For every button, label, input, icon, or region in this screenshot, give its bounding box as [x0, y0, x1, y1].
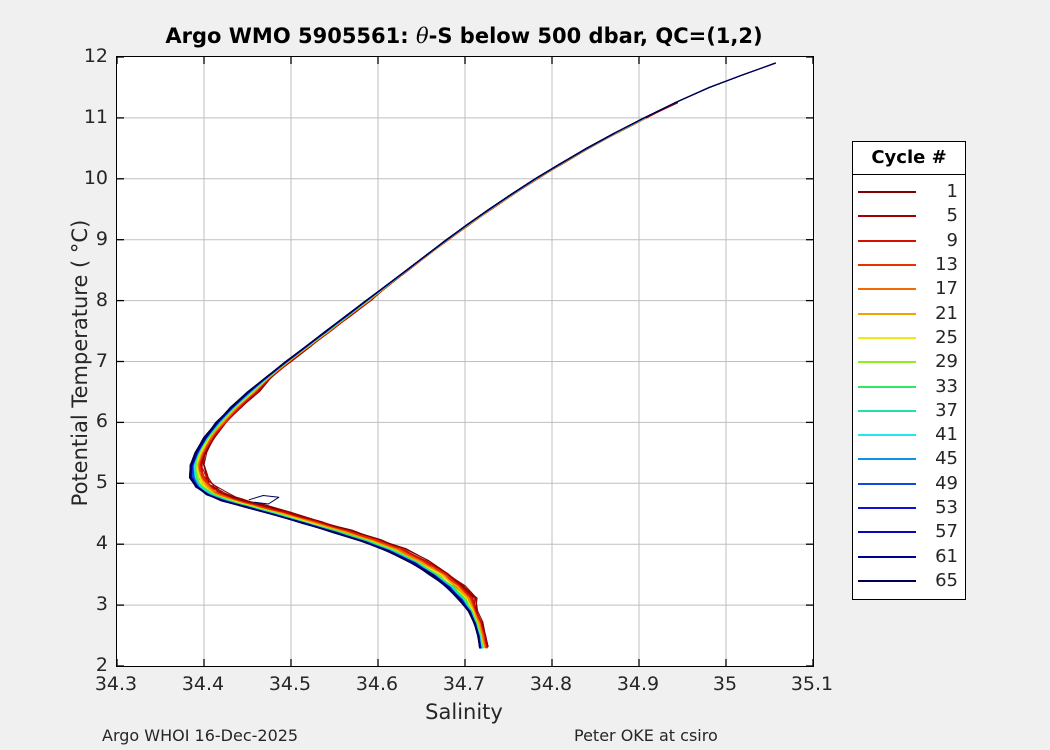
legend-color-line: [858, 434, 916, 437]
legend-color-line: [858, 336, 916, 339]
profile-curves: [188, 62, 776, 649]
legend-entries: 1 5 9 13 17 21 25 29 33 37 41 45 49 53 57 61 65: [853, 175, 965, 599]
profile-curve: [189, 62, 776, 649]
legend-item[interactable]: 33: [853, 374, 965, 398]
legend-item[interactable]: 65: [853, 569, 965, 593]
footer-right-text: Peter OKE at csiro: [574, 726, 718, 745]
profile-curve: [189, 62, 776, 649]
legend-item[interactable]: 1: [853, 180, 965, 204]
legend-color-line: [858, 361, 916, 364]
legend-item-label: 53: [935, 497, 958, 518]
y-tick-label: 2: [95, 654, 108, 676]
legend-item-label: 45: [935, 448, 958, 470]
legend-color-line: [858, 239, 916, 242]
legend-item-label: 49: [935, 472, 958, 494]
profile-curve: [190, 62, 776, 649]
y-tick-label: 10: [83, 166, 108, 189]
y-tick-label: 9: [95, 227, 108, 250]
x-axis-label: Salinity: [425, 700, 503, 724]
legend-item-label: 65: [935, 569, 958, 591]
legend-item[interactable]: 53: [853, 496, 965, 520]
plot-area: [116, 56, 814, 667]
legend-item[interactable]: 57: [853, 520, 965, 544]
axis-ticks: [117, 57, 813, 666]
legend-item[interactable]: 13: [853, 253, 965, 277]
legend-item-label: 41: [935, 424, 958, 446]
x-tick-label: 35: [712, 673, 738, 695]
y-tick-label: 3: [95, 593, 108, 616]
legend-item-label: 21: [935, 302, 958, 324]
chart-title-suffix: -S below 500 dbar, QC=(1,2): [428, 24, 763, 48]
legend-item[interactable]: 61: [853, 544, 965, 568]
legend-box: Cycle # 1 5 9 13 17 21 25 29 33 37 41 45 49 53 57 61 65: [852, 141, 966, 601]
x-tick-label: 34.3: [94, 673, 138, 695]
legend-item-label: 37: [935, 399, 958, 421]
legend-item[interactable]: 9: [853, 229, 965, 253]
legend-color-line: [858, 215, 916, 218]
legend-item[interactable]: 29: [853, 350, 965, 374]
profile-curve: [193, 117, 645, 649]
y-tick-label: 4: [95, 532, 108, 555]
legend-color-line: [858, 264, 916, 267]
legend-item-label: 1: [946, 181, 958, 203]
profile-curve: [188, 62, 776, 649]
legend-item[interactable]: 41: [853, 423, 965, 447]
legend-item-label: 13: [935, 254, 958, 276]
legend-item[interactable]: 25: [853, 326, 965, 350]
profile-curve: [188, 62, 776, 649]
legend-color-line: [858, 312, 916, 315]
legend-item[interactable]: 49: [853, 472, 965, 496]
x-tick-label: 34.5: [268, 673, 312, 695]
y-tick-label: 11: [83, 105, 108, 128]
legend-item-label: 57: [935, 521, 958, 543]
legend-item-label: 9: [946, 229, 958, 251]
legend-item-label: 17: [935, 278, 958, 300]
y-tick-label: 12: [83, 45, 108, 67]
profile-curve: [189, 62, 776, 649]
legend-color-line: [858, 531, 916, 534]
legend-title: Cycle #: [853, 142, 965, 175]
theta-symbol: θ: [415, 24, 429, 48]
x-tick-label: 34.9: [616, 673, 660, 695]
grid-lines: [117, 57, 813, 666]
legend-item-label: 29: [935, 351, 958, 373]
x-tick-label: 35.1: [790, 673, 834, 695]
legend-color-line: [858, 555, 916, 558]
x-tick-label: 34.8: [529, 673, 573, 695]
legend-item[interactable]: 37: [853, 399, 965, 423]
legend-item[interactable]: 5: [853, 204, 965, 228]
legend-color-line: [858, 482, 916, 485]
profile-curve: [189, 62, 776, 649]
x-tick-label: 34.4: [181, 673, 225, 695]
y-tick-label: 6: [95, 410, 108, 433]
legend-item-label: 25: [935, 326, 958, 348]
legend-color-line: [858, 579, 916, 582]
x-tick-label: 34.7: [442, 673, 486, 695]
chart-title: Argo WMO 5905561: θ-S below 500 dbar, QC…: [116, 24, 812, 48]
qc-spike-artifact: [248, 495, 280, 505]
theta-s-curves: [117, 57, 813, 666]
legend-color-line: [858, 409, 916, 412]
y-tick-label: 5: [95, 471, 108, 494]
legend-item-label: 5: [946, 205, 958, 227]
chart-title-prefix: Argo WMO 5905561:: [165, 24, 416, 48]
y-tick-label: 7: [95, 349, 108, 372]
x-tick-label: 34.6: [355, 673, 399, 695]
profile-curve: [189, 62, 776, 649]
legend-color-line: [858, 385, 916, 388]
legend-item[interactable]: 17: [853, 277, 965, 301]
legend-color-line: [858, 507, 916, 509]
legend-item-label: 33: [935, 375, 958, 397]
legend-item-label: 61: [935, 545, 958, 567]
legend-item[interactable]: 45: [853, 447, 965, 471]
legend-color-line: [858, 458, 916, 461]
y-tick-label: 8: [95, 288, 108, 311]
legend-color-line: [858, 288, 916, 291]
footer-left-text: Argo WHOI 16-Dec-2025: [102, 726, 299, 745]
legend-item[interactable]: 21: [853, 301, 965, 325]
legend-color-line: [858, 191, 916, 194]
